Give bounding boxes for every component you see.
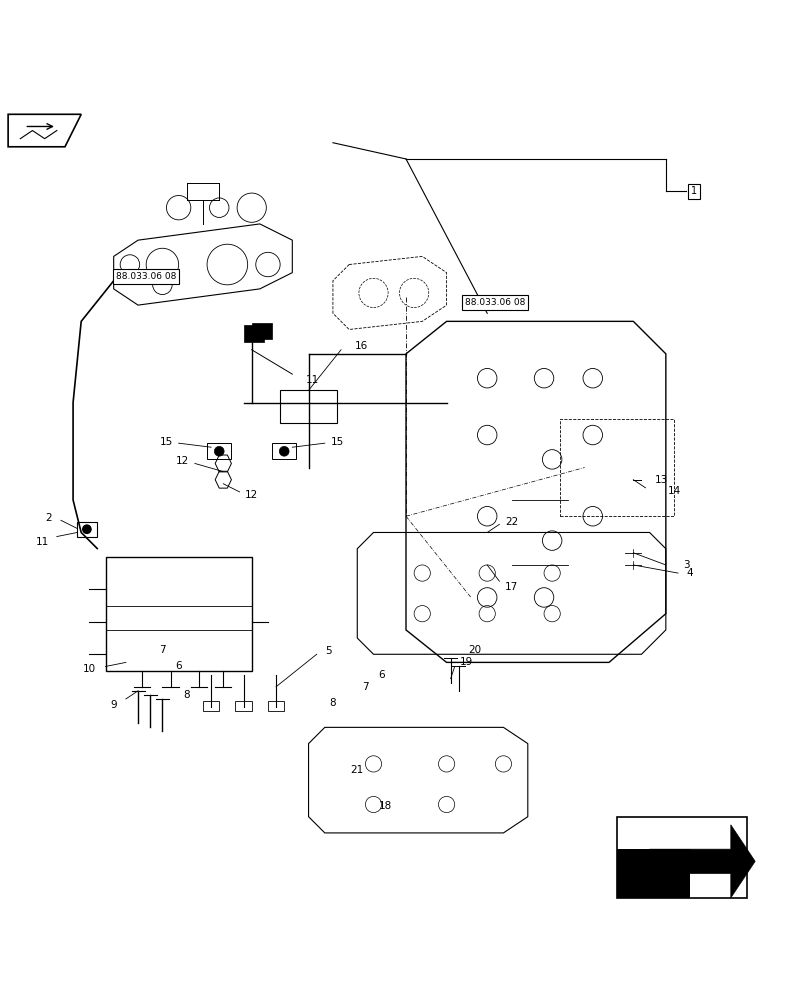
Text: 8: 8	[329, 698, 336, 708]
Text: 19: 19	[460, 657, 473, 667]
Text: 2: 2	[45, 513, 52, 523]
Circle shape	[82, 524, 92, 534]
Text: 14: 14	[667, 486, 680, 496]
Bar	[235, 701, 251, 711]
Bar	[616, 849, 689, 898]
Bar	[105, 557, 251, 671]
Text: 12: 12	[245, 490, 258, 500]
Text: 12: 12	[176, 456, 189, 466]
Bar	[616, 817, 746, 898]
Text: 20: 20	[468, 645, 481, 655]
Text: 6: 6	[175, 661, 182, 671]
Bar	[243, 325, 264, 342]
Text: 5: 5	[325, 646, 332, 656]
Text: 15: 15	[160, 437, 173, 447]
Bar	[251, 323, 272, 339]
Text: 11: 11	[36, 537, 49, 547]
Text: 16: 16	[354, 341, 367, 351]
Polygon shape	[649, 825, 754, 898]
Bar	[203, 701, 219, 711]
Text: 8: 8	[183, 690, 190, 700]
Text: 10: 10	[83, 664, 96, 674]
Text: 1: 1	[690, 186, 697, 196]
Text: 9: 9	[110, 700, 117, 710]
Text: 15: 15	[330, 437, 343, 447]
Bar	[77, 522, 97, 537]
Text: 88.033.06 08: 88.033.06 08	[116, 272, 176, 281]
Text: 13: 13	[654, 475, 667, 485]
Text: 7: 7	[362, 682, 368, 692]
Circle shape	[214, 446, 224, 456]
Text: 18: 18	[379, 801, 392, 811]
Circle shape	[279, 446, 289, 456]
Text: 4: 4	[686, 568, 693, 578]
Text: 11: 11	[306, 375, 319, 385]
Text: 88.033.06 08: 88.033.06 08	[465, 298, 525, 307]
Text: 21: 21	[350, 765, 363, 775]
Bar	[272, 443, 296, 459]
Bar	[280, 390, 337, 423]
Bar	[560, 419, 673, 516]
Text: 3: 3	[682, 560, 689, 570]
Text: 22: 22	[504, 517, 517, 527]
Bar	[268, 701, 284, 711]
Text: 7: 7	[159, 645, 165, 655]
Text: 6: 6	[378, 670, 384, 680]
Bar	[207, 443, 231, 459]
Text: 17: 17	[504, 582, 517, 592]
